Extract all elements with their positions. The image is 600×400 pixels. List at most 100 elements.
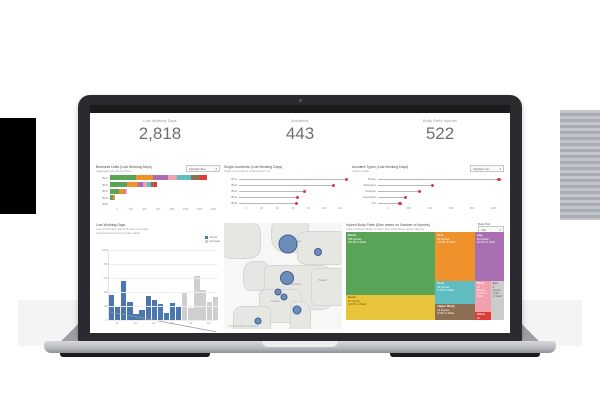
highlight-category-dropdown[interactable]: Highlight Cat... ▾ [470,165,504,172]
bar-actual[interactable] [169,302,176,321]
map-bubble-france[interactable] [280,293,288,301]
bar-segment-hand[interactable] [110,182,127,187]
stacked-bar-row[interactable]: BU5 [96,202,220,207]
lollipop-row[interactable]: BU5 [224,200,348,206]
lollipop-row[interactable]: BU1 [224,176,348,182]
lollipop-row[interactable]: Fracture [352,188,504,194]
accident-types-chart[interactable]: Bruise Distorsion Fracture Laceration Cut [352,176,504,206]
x-axis-labels: Jul Oct Jan Apr Jul Oct [108,322,218,325]
bar-actual[interactable] [157,303,164,321]
bar-segment-head[interactable] [146,182,152,187]
lollipop-row[interactable]: BU3 [224,188,348,194]
stacked-bar-chart[interactable]: BU1 BU2 BU3 BU4 BU5 [96,175,220,206]
lollipop-dot[interactable] [417,189,422,193]
bar-actual[interactable] [139,309,145,321]
bar-estimate[interactable] [200,290,206,321]
bar-actual[interactable] [121,281,127,321]
lollipop-dot[interactable] [404,195,408,199]
lollipop-dot[interactable] [398,201,402,205]
lollipop-row[interactable]: Bruise [352,176,504,182]
map-landmass [311,267,342,306]
stacked-bar-row[interactable]: BU3 [96,188,220,194]
bar-segment-leg[interactable] [138,182,144,187]
lollipop-dot[interactable] [295,195,299,199]
map-bubble-benelux[interactable] [274,288,282,296]
treemap-tile-neck[interactable]: Neck 18 Injuries (3.4% of Total) [474,280,491,312]
forecast-bar-chart[interactable]: Actual Estimate 1000 800 600 400 200 0 Jul Oct J… [96,236,220,333]
lollipop-dot[interactable] [344,177,348,181]
panel-title: Injured Body Parts (Size based on Number… [346,223,430,227]
bar-actual[interactable] [127,301,133,321]
bar-segment-foot[interactable] [167,175,178,181]
lollipop-row[interactable]: BU2 [224,182,348,188]
treemap-tile-arm[interactable]: Arm 80 Injuries (15.3% of Total) [435,232,475,281]
bar-segment-head[interactable] [177,175,191,181]
lollipop-dot[interactable] [294,201,298,205]
legend-item[interactable]: Actual [205,236,220,240]
map-bubble-sweden[interactable] [314,247,323,256]
bar-segment-foot[interactable] [125,188,128,194]
bar-segment-hand[interactable] [110,175,136,181]
stacked-bar-row[interactable]: BU1 [96,175,220,181]
highlight-business-unit-dropdown[interactable]: Highlight Bus... ▾ [186,165,220,172]
lollipop-track [239,188,348,194]
bar-actual[interactable] [109,294,115,321]
lollipop-line [239,197,298,198]
bar-estimate[interactable] [194,275,200,321]
bar-segment-arm[interactable] [126,182,139,187]
bar-segment-hand[interactable] [110,195,113,201]
chart-legend[interactable]: Actual Estimate [205,236,220,244]
tile-share: (7.6% of Total) [437,288,454,292]
map-bubble-italy[interactable] [292,305,302,315]
bar-segment-arm[interactable] [119,188,124,194]
bar-estimate[interactable] [212,296,218,321]
bar-segment-arm[interactable] [112,195,115,201]
bar-estimate[interactable] [206,301,212,321]
map-bubble-germany[interactable] [279,271,294,286]
body-part-filter[interactable]: Body Part (All) ▾ [478,222,504,233]
treemap-tile-head[interactable]: Head 87 Injuries (16.6% of Total) [346,294,436,321]
bar-actual[interactable] [145,295,151,321]
lollipop-dot[interactable] [302,189,306,193]
map-bubble-spain[interactable] [254,317,262,325]
bar-actual[interactable] [151,300,157,321]
lollipop-dot[interactable] [497,177,501,181]
bar-segment-foot[interactable] [143,182,147,187]
bar-segment-upper-body[interactable] [151,182,155,187]
lollipop-row[interactable]: BU4 [224,194,348,200]
bar-actual[interactable] [163,313,170,321]
single-accidents-chart[interactable]: BU1 BU2 BU3 BU4 BU5 [224,176,348,206]
bar-segment-leg[interactable] [152,175,168,181]
treemap-tile-leg[interactable]: Leg 68 Injuries (13.0% of Total) [474,232,504,281]
bar-estimate[interactable] [188,307,194,321]
bar-segment-upper-body[interactable] [190,175,200,181]
bar-actual[interactable] [176,307,182,321]
map-landmass [233,305,271,329]
axis-tick: 400 [142,208,147,212]
treemap-tile-hand[interactable]: Hand 185 Injuries (35.4% of Total) [346,232,436,295]
bar-segment-other[interactable] [154,182,157,187]
treemap-tile-eye[interactable]: Eye 8 Injuries (1.5% of Total) [490,280,504,321]
tile-injuries: 18 Injuries [476,285,486,292]
lollipop-dot[interactable] [331,183,336,187]
lollipop-row[interactable]: Distorsion [352,182,504,188]
lollipop-row[interactable]: Laceration [352,194,504,200]
map-bubble-norway[interactable] [278,234,298,254]
accidents-map[interactable]: Norway Germany France Poland © OpenStreetMa… [224,223,342,329]
stacked-bar-row[interactable]: BU4 [96,195,220,201]
bar-segment-leg[interactable] [123,188,126,194]
treemap-chart[interactable]: Hand 185 Injuries (35.4% of Total) Head 87 I… [346,232,504,321]
treemap-tile-foot[interactable]: Foot 40 Injuries (7.6% of Total) [435,280,475,304]
treemap-tile-upper-body[interactable]: Upper Body 34 Injuries (6.5% of Total) [435,303,475,321]
stacked-bar-row[interactable]: BU2 [96,182,220,187]
kpi-label: Body Parts Injuries [423,119,457,123]
gridline [109,250,218,251]
legend-item[interactable]: Estimate [205,240,220,244]
bar-segment-arm[interactable] [135,175,153,181]
bar-segment-hand[interactable] [110,188,120,194]
bar-segment-other[interactable] [199,175,208,181]
y-axis-tick: 0 [106,318,108,322]
lollipop-dot[interactable] [430,183,434,187]
lollipop-row[interactable]: Cut [352,200,504,206]
